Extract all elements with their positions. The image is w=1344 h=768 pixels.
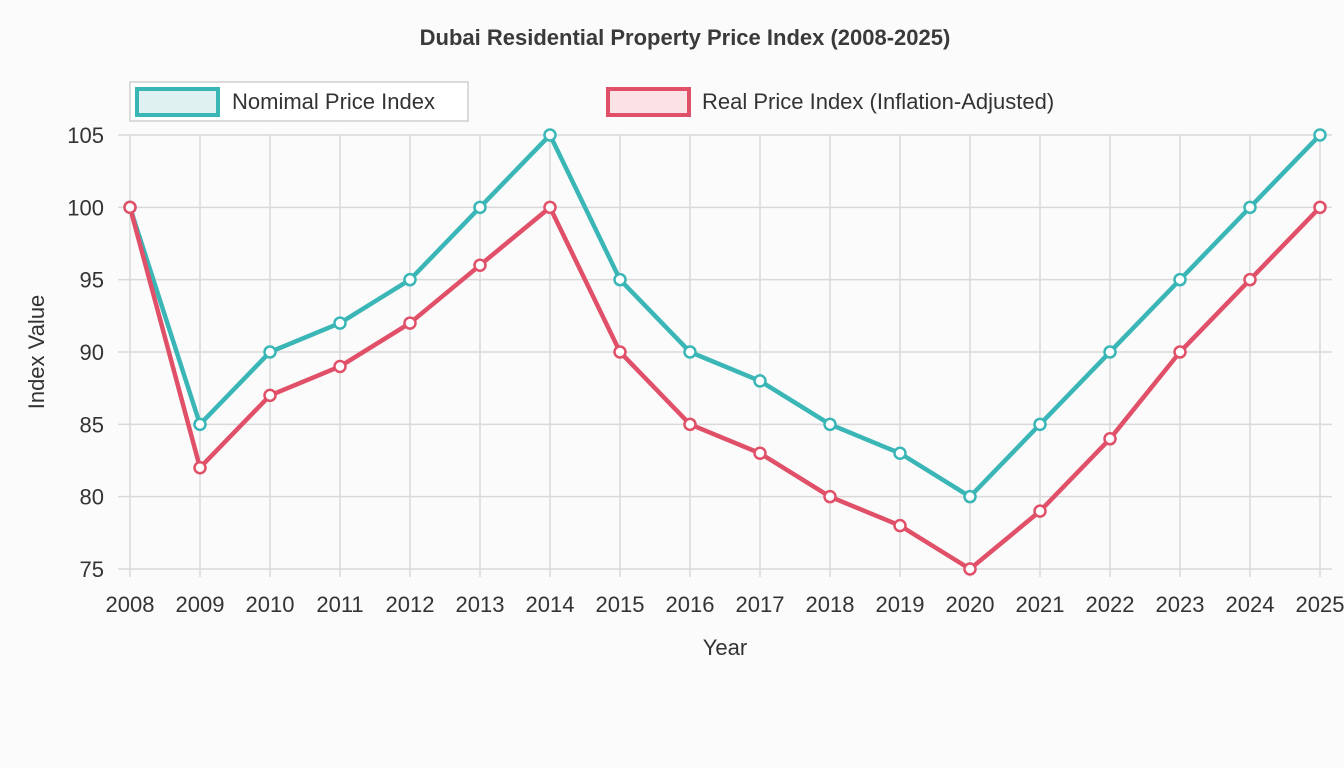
legend-item-0: Nomimal Price Index <box>129 81 469 122</box>
legend: Nomimal Price Index Real Price Index (Inf… <box>129 81 1054 122</box>
data-point-1 <box>613 345 627 359</box>
x-tick-label: 2019 <box>876 592 925 617</box>
data-point-0 <box>1243 200 1257 215</box>
x-tick-label: 2012 <box>386 592 435 617</box>
y-tick-label: 80 <box>80 485 104 510</box>
x-tick-label: 2014 <box>526 592 575 617</box>
data-point-1 <box>1033 504 1047 518</box>
x-tick-label: 2011 <box>316 592 363 617</box>
data-point-1 <box>1313 200 1327 215</box>
x-tick-label: 2024 <box>1226 592 1275 617</box>
x-tick-label: 2017 <box>736 592 785 617</box>
y-tick-label: 105 <box>67 123 104 148</box>
chart-title: Dubai Residential Property Price Index (… <box>420 25 951 50</box>
data-point-0 <box>613 272 627 287</box>
x-tick-label: 2010 <box>246 592 295 617</box>
data-point-0 <box>263 345 277 359</box>
x-tick-label: 2025 <box>1296 592 1344 617</box>
y-tick-label: 85 <box>80 412 104 437</box>
data-point-1 <box>823 489 837 504</box>
x-tick-label: 2021 <box>1016 592 1065 617</box>
data-point-0 <box>1313 128 1327 142</box>
data-point-1 <box>333 359 347 374</box>
axis-layer: 2008 2009 2010 2011 2012 2013 2014 2015 2016 2017… <box>67 123 1344 617</box>
y-tick-label: 75 <box>80 557 104 582</box>
data-point-1 <box>683 417 697 432</box>
data-point-1 <box>403 316 417 330</box>
data-point-0 <box>963 489 977 504</box>
y-tick-label: 100 <box>67 195 104 220</box>
x-tick-label: 2020 <box>946 592 995 617</box>
legend-label: Nomimal Price Index <box>232 89 435 114</box>
series-layer <box>123 128 1327 576</box>
x-tick-label: 2013 <box>456 592 505 617</box>
x-tick-label: 2009 <box>176 592 225 617</box>
legend-label: Real Price Index (Inflation-Adjusted) <box>702 89 1054 114</box>
series-line-0 <box>127 132 1323 499</box>
data-point-1 <box>123 200 137 215</box>
y-axis-label: Index Value <box>24 295 49 410</box>
data-point-0 <box>753 374 767 388</box>
x-tick-label: 2015 <box>596 592 645 617</box>
data-point-1 <box>263 388 277 403</box>
data-point-1 <box>543 200 557 215</box>
data-point-0 <box>893 446 907 461</box>
legend-item-1: Real Price Index (Inflation-Adjusted) <box>606 87 1054 117</box>
data-point-1 <box>1173 345 1187 359</box>
data-point-1 <box>473 258 487 272</box>
data-point-1 <box>193 460 207 475</box>
y-tick-label: 95 <box>80 268 104 293</box>
series-line-1 <box>127 205 1323 572</box>
data-point-0 <box>333 316 347 330</box>
data-point-1 <box>753 446 767 461</box>
data-point-0 <box>403 272 417 287</box>
data-point-1 <box>1243 272 1257 287</box>
data-point-1 <box>1103 432 1117 446</box>
x-tick-label: 2008 <box>106 592 155 617</box>
x-tick-label: 2022 <box>1086 592 1135 617</box>
data-point-0 <box>1033 417 1047 432</box>
data-point-0 <box>473 200 487 215</box>
legend-swatch <box>135 87 220 117</box>
x-tick-label: 2018 <box>806 592 855 617</box>
x-tick-label: 2023 <box>1156 592 1205 617</box>
legend-swatch <box>606 87 691 117</box>
data-point-0 <box>193 417 207 432</box>
data-point-0 <box>1173 272 1187 287</box>
x-axis-label: Year <box>703 635 747 660</box>
data-point-0 <box>823 417 837 432</box>
data-point-1 <box>963 562 977 576</box>
y-tick-label: 90 <box>80 340 104 365</box>
x-tick-label: 2016 <box>666 592 715 617</box>
data-point-0 <box>1103 345 1117 359</box>
data-point-0 <box>543 128 557 142</box>
data-point-0 <box>683 345 697 359</box>
grid-layer <box>118 134 1332 577</box>
data-point-1 <box>893 518 907 533</box>
